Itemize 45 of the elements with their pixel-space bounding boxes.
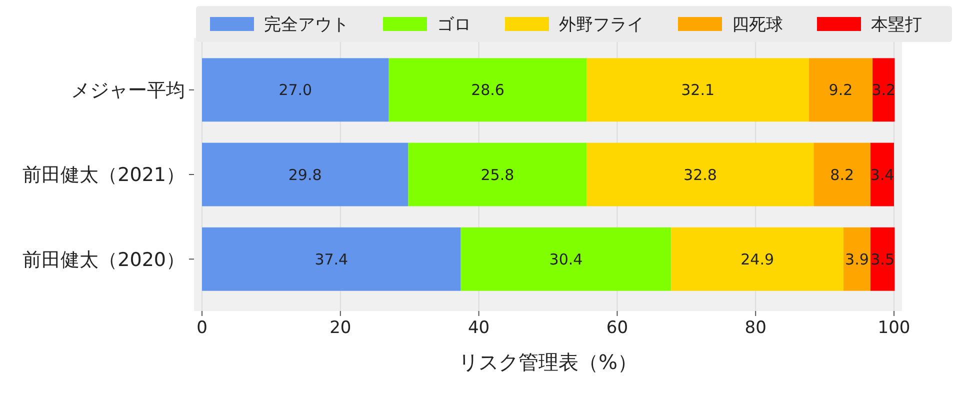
legend-label: 外野フライ xyxy=(559,14,644,35)
x-tick-label: 80 xyxy=(744,318,766,338)
bar xyxy=(408,142,587,206)
y-tick-label: 前田健太（2021） xyxy=(22,164,185,186)
data-label: 30.4 xyxy=(549,250,583,268)
data-label: 8.2 xyxy=(830,166,854,184)
bar xyxy=(870,227,895,291)
bar xyxy=(808,58,873,122)
bar xyxy=(202,227,461,291)
bar xyxy=(586,142,814,206)
data-label: 32.1 xyxy=(681,81,715,100)
y-tick-label: 前田健太（2020） xyxy=(22,248,185,271)
bar xyxy=(202,142,408,206)
data-label: 3.5 xyxy=(870,250,895,268)
legend-label: 完全アウト xyxy=(264,14,349,35)
legend-label: 四死球 xyxy=(732,14,783,35)
bar xyxy=(870,142,894,206)
x-tick-label: 60 xyxy=(606,318,628,338)
bar xyxy=(202,58,389,122)
data-label: 27.0 xyxy=(278,81,312,100)
data-label: 9.2 xyxy=(828,81,853,100)
x-tick-label: 100 xyxy=(878,318,910,338)
x-tick-label: 0 xyxy=(196,318,208,338)
bar xyxy=(843,227,870,291)
legend-label: 本塁打 xyxy=(871,14,922,35)
data-label: 37.4 xyxy=(314,250,348,268)
data-label: 29.8 xyxy=(288,166,322,184)
data-label: 3.9 xyxy=(845,250,869,268)
x-tick-label: 40 xyxy=(468,318,490,338)
x-axis-title: リスク管理表（%） xyxy=(458,350,638,374)
data-label: 28.6 xyxy=(471,81,504,100)
data-label: 32.8 xyxy=(684,166,717,184)
bar xyxy=(872,58,895,122)
bar xyxy=(671,227,844,291)
data-label: 3.4 xyxy=(870,166,894,184)
bar xyxy=(388,58,587,122)
data-label: 25.8 xyxy=(480,166,514,184)
bar xyxy=(814,142,870,206)
y-tick-label: メジャー平均 xyxy=(71,80,185,102)
x-tick-label: 20 xyxy=(330,318,352,338)
bar xyxy=(586,58,809,122)
bar xyxy=(460,227,672,291)
data-label: 24.9 xyxy=(740,250,774,268)
data-label: 3.2 xyxy=(872,81,896,100)
legend-label: ゴロ xyxy=(437,14,471,35)
